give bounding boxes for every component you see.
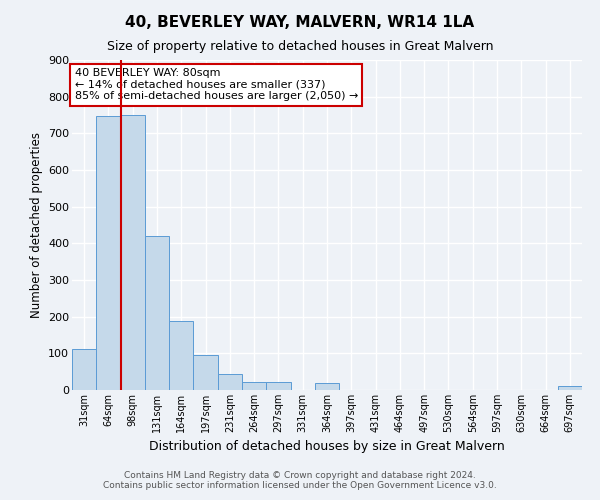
Bar bbox=[121, 115, 145, 390]
Bar bbox=[315, 384, 339, 390]
Bar bbox=[266, 382, 290, 390]
Bar bbox=[193, 355, 218, 390]
Bar bbox=[169, 321, 193, 390]
Bar bbox=[558, 386, 582, 390]
Bar bbox=[72, 349, 96, 390]
Text: Size of property relative to detached houses in Great Malvern: Size of property relative to detached ho… bbox=[107, 40, 493, 53]
Bar bbox=[218, 374, 242, 390]
Text: 40, BEVERLEY WAY, MALVERN, WR14 1LA: 40, BEVERLEY WAY, MALVERN, WR14 1LA bbox=[125, 15, 475, 30]
X-axis label: Distribution of detached houses by size in Great Malvern: Distribution of detached houses by size … bbox=[149, 440, 505, 454]
Y-axis label: Number of detached properties: Number of detached properties bbox=[29, 132, 43, 318]
Text: Contains HM Land Registry data © Crown copyright and database right 2024.
Contai: Contains HM Land Registry data © Crown c… bbox=[103, 470, 497, 490]
Text: 40 BEVERLEY WAY: 80sqm
← 14% of detached houses are smaller (337)
85% of semi-de: 40 BEVERLEY WAY: 80sqm ← 14% of detached… bbox=[74, 68, 358, 102]
Bar bbox=[96, 116, 121, 390]
Bar bbox=[242, 382, 266, 390]
Bar bbox=[145, 236, 169, 390]
